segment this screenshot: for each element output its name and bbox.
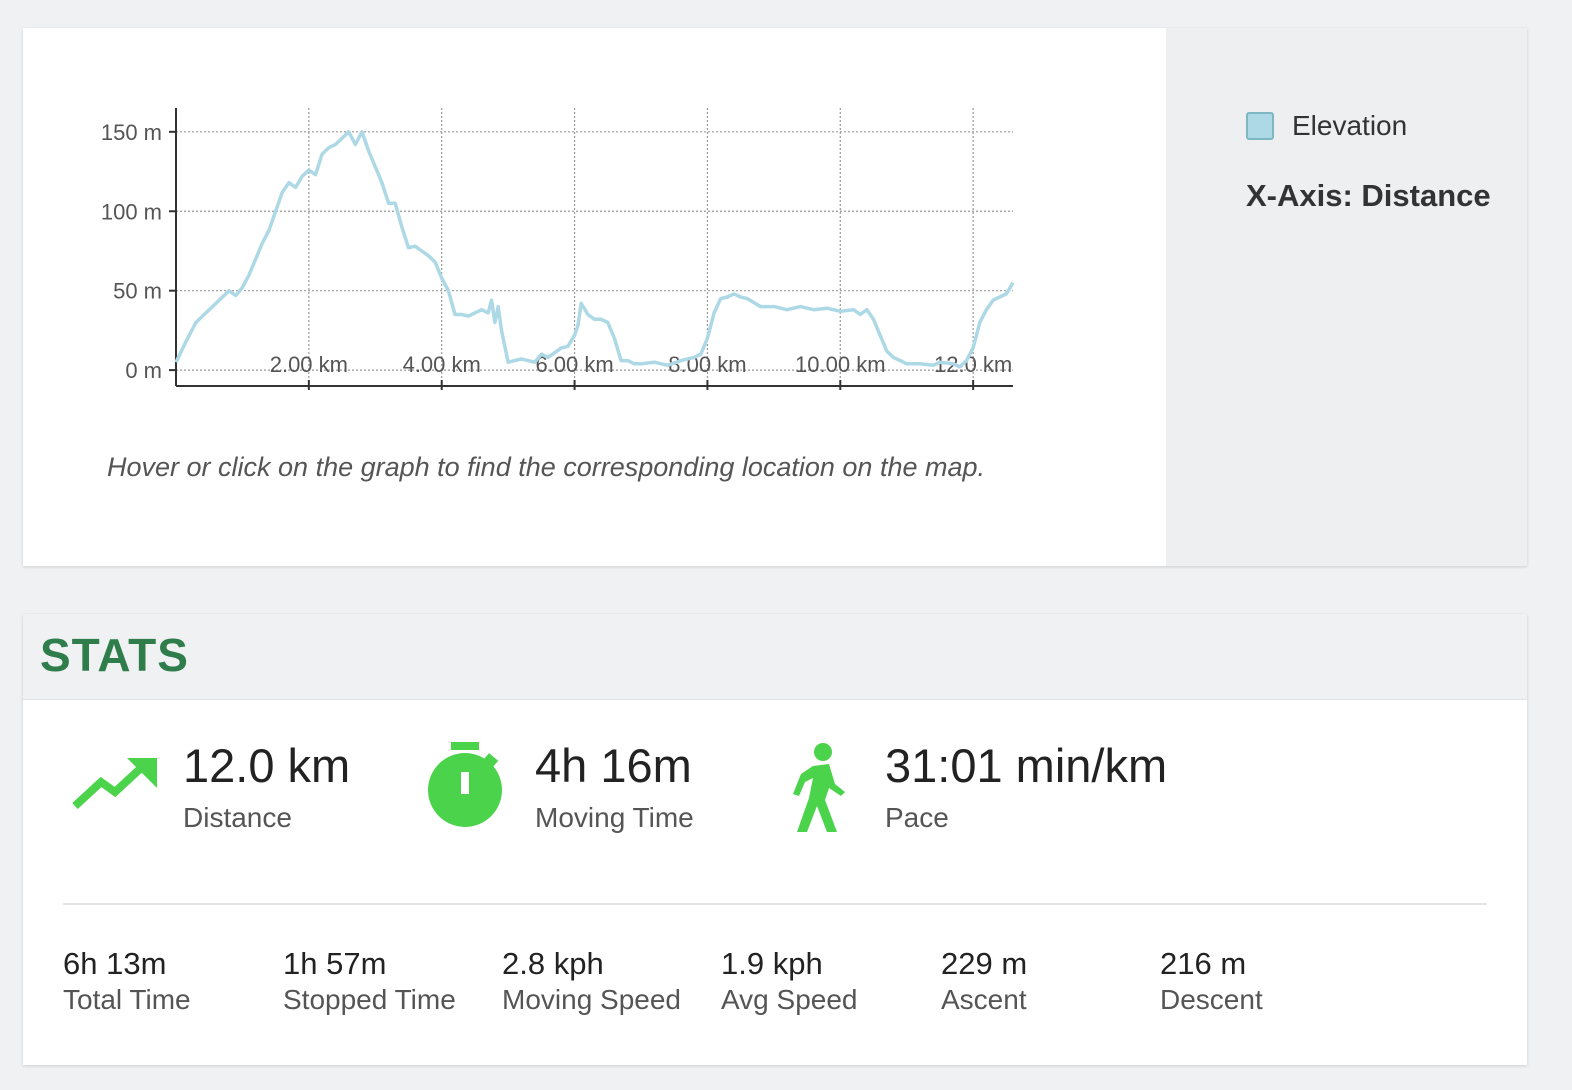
elevation-chart-card: 0 m 50 m 100 m 150 m 2.00 km 4.00 km 6.00 km 8.…: [23, 28, 1527, 566]
stat-moving-time-value: 4h 16m: [535, 739, 692, 792]
legend-swatch: [1246, 112, 1274, 140]
y-tick-label: 100 m: [101, 199, 162, 224]
stat-total-time-label: Total Time: [63, 984, 191, 1015]
x-tick-label: 2.00 km: [270, 352, 348, 377]
stat-moving-speed: 2.8 kph Moving Speed: [502, 946, 681, 1018]
stat-moving-speed-label: Moving Speed: [502, 984, 682, 1015]
stat-stopped-time-value: 1h 57m: [283, 946, 387, 981]
stat-pace-label: Pace: [885, 802, 949, 833]
stats-card: STATS 12.0 km Distance 4h 16m Moving Tim…: [23, 614, 1527, 1065]
elevation-series-line: [174, 130, 1015, 369]
stat-avg-speed-label: Avg Speed: [721, 984, 858, 1015]
stat-distance-label: Distance: [183, 802, 292, 833]
elevation-chart-area[interactable]: 0 m 50 m 100 m 150 m 2.00 km 4.00 km 6.00 km 8.…: [23, 28, 1166, 566]
stat-descent-value: 216 m: [1160, 946, 1247, 981]
stat-moving-time-label: Moving Time: [535, 802, 694, 833]
stat-stopped-time-label: Stopped Time: [283, 984, 456, 1015]
stat-ascent: 229 m Ascent: [941, 946, 1027, 1018]
stopwatch-icon: [428, 742, 502, 827]
chart-legend-panel: Elevation X-Axis: Distance: [1166, 28, 1527, 566]
legend-item-elevation[interactable]: Elevation: [1246, 110, 1407, 142]
y-tick-label: 150 m: [101, 120, 162, 145]
stat-pace-value: 31:01 min/km: [885, 739, 1168, 792]
walking-person-icon: [793, 743, 845, 832]
x-tick-label: 10.00 km: [795, 352, 886, 377]
chart-hint-text: Hover or click on the graph to find the …: [107, 452, 986, 482]
stat-moving-speed-value: 2.8 kph: [502, 946, 604, 981]
stat-distance-value: 12.0 km: [183, 739, 351, 792]
stats-divider: [63, 903, 1487, 905]
y-tick-label: 0 m: [125, 358, 162, 383]
stat-total-time: 6h 13m Total Time: [63, 946, 191, 1018]
stat-avg-speed-value: 1.9 kph: [721, 946, 823, 981]
stat-total-time-value: 6h 13m: [63, 946, 167, 981]
x-tick-label: 8.00 km: [668, 352, 746, 377]
stat-descent-label: Descent: [1160, 984, 1263, 1015]
stats-title: STATS: [40, 629, 189, 681]
stat-avg-speed: 1.9 kph Avg Speed: [721, 946, 858, 1018]
stat-ascent-value: 229 m: [941, 946, 1028, 981]
stat-descent: 216 m Descent: [1160, 946, 1263, 1018]
stat-stopped-time: 1h 57m Stopped Time: [283, 946, 456, 1018]
trending-up-icon: [72, 758, 157, 809]
y-tick-label: 50 m: [113, 279, 162, 304]
x-axis-caption: X-Axis: Distance: [1246, 178, 1491, 213]
x-tick-label: 4.00 km: [403, 352, 481, 377]
stat-ascent-label: Ascent: [941, 984, 1027, 1015]
legend-label: Elevation: [1292, 110, 1408, 141]
stats-header: STATS: [23, 614, 1527, 700]
